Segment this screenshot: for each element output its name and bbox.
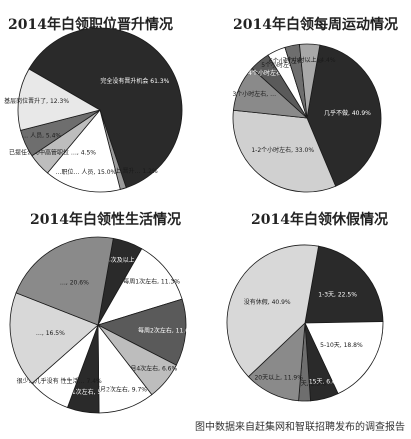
slice-label: 3个小时左右, …: [232, 90, 276, 98]
slice-label: 20天以上, 11.9%: [254, 373, 303, 381]
pie-slice: [46, 109, 121, 193]
chart-panel-sexlife: 2014年白领性生活情况 …每周3次及以上, 5.2% 每周1次左右, 11.3%…: [0, 205, 205, 420]
slice-label: 7个小时以上, 4.4%: [283, 56, 336, 64]
slice-label: 1-2个小时左右, 33.0%: [251, 146, 314, 154]
slice-label: …每周3次及以上, 5.2%: [89, 256, 154, 264]
pie-slice: [15, 236, 114, 326]
slice-label: … 人员, 5.4%: [22, 133, 61, 140]
slice-label: 4个小时左右, …: [248, 69, 292, 77]
chart-title-exercise: 2014年白领每周运动情况: [233, 17, 398, 33]
slice-label: 6个小时左右, 3.2%: [269, 57, 322, 65]
slice-label: 10-15天, 6.0%: [299, 378, 342, 385]
pie-slice: [17, 68, 102, 131]
chart-panel-promotion: 2014年白领职位晋升情况 完全没有晋升机会 61.3% 跳过两级及以上 晋升… …: [0, 0, 205, 205]
slice-label: …, 16.5%: [36, 330, 65, 337]
chart-panel-exercise: 2014年白领每周运动情况 几乎不做, 40.9% 1-2个小时左右, 33.0%…: [205, 0, 411, 205]
slice-label: 每月1次左右, 5.5%: [60, 388, 113, 396]
slice-label: 很少或几乎没有 性生活… 7.4%: [17, 377, 102, 385]
slice-label: 每周2次左右, 11.6%: [138, 327, 195, 335]
slice-label: 每周1次左右, 11.3%: [123, 278, 180, 286]
slice-label: 已提任公司中高管职位 …, 4.5%: [9, 148, 96, 156]
chart-panel-vacation: 2014年白领休假情况 1-3天, 22.5% 5-10天, 18.8% 10-15…: [205, 205, 411, 420]
slice-label: 完全没有晋升机会 61.3%: [100, 77, 169, 85]
pie-chart-exercise: 几乎不做, 40.9% 1-2个小时左右, 33.0% 3个小时左右, … 4个小时左…: [232, 43, 382, 193]
pie-slice: [306, 44, 382, 187]
chart-title-sexlife: 2014年白领性生活情况: [30, 212, 181, 228]
pie-slice: [226, 244, 320, 378]
slice-label: 15-20天, 2.5%: [283, 380, 326, 387]
pie-slice: [232, 109, 337, 193]
slice-label: …职位… 人员, 15.0%: [55, 168, 116, 176]
slice-label: 跳过两级及以上 晋升… 1.2%: [79, 167, 158, 175]
pie-slice: [9, 292, 99, 384]
pie-chart-promotion: 完全没有晋升机会 61.3% 跳过两级及以上 晋升… 1.2%…职位… 人员, 1…: [4, 27, 183, 193]
chart-title-vacation: 2014年白领休假情况: [251, 212, 388, 228]
slice-label: 1-3天, 22.5%: [318, 292, 357, 299]
slice-label: …, 20.6%: [60, 279, 89, 286]
slice-label: 每月2次左右, 9.7%: [94, 385, 147, 393]
slice-label: 几乎不做, 40.9%: [324, 109, 371, 117]
pie-slice: [96, 298, 187, 366]
pie-slice: [304, 245, 384, 324]
slice-label: 5-10天, 18.8%: [320, 342, 363, 349]
pie-chart-vacation: 1-3天, 22.5% 5-10天, 18.8% 10-15天, 6.0%15-20…: [226, 244, 384, 402]
pie-slice: [299, 43, 321, 119]
pie-chart-sexlife: …每周3次及以上, 5.2% 每周1次左右, 11.3% 每周2次左右, 11.6%…: [9, 236, 195, 414]
slice-label: 没有休假, 40.9%: [244, 298, 291, 306]
pie-slice: [97, 248, 183, 326]
slice-label: 5个小时左右, …: [261, 61, 305, 69]
slice-label: 基层岗位晋升了, 12.3%: [4, 97, 69, 105]
chart-title-promotion: 2014年白领职位晋升情况: [8, 17, 173, 33]
source-caption: 图中数据来自赶集网和智联招聘发布的调查报告: [195, 422, 405, 433]
pie-slice: [304, 321, 384, 395]
pie-slice: [28, 27, 183, 189]
slice-label: 每月4次左右, 6.6%: [124, 364, 177, 372]
